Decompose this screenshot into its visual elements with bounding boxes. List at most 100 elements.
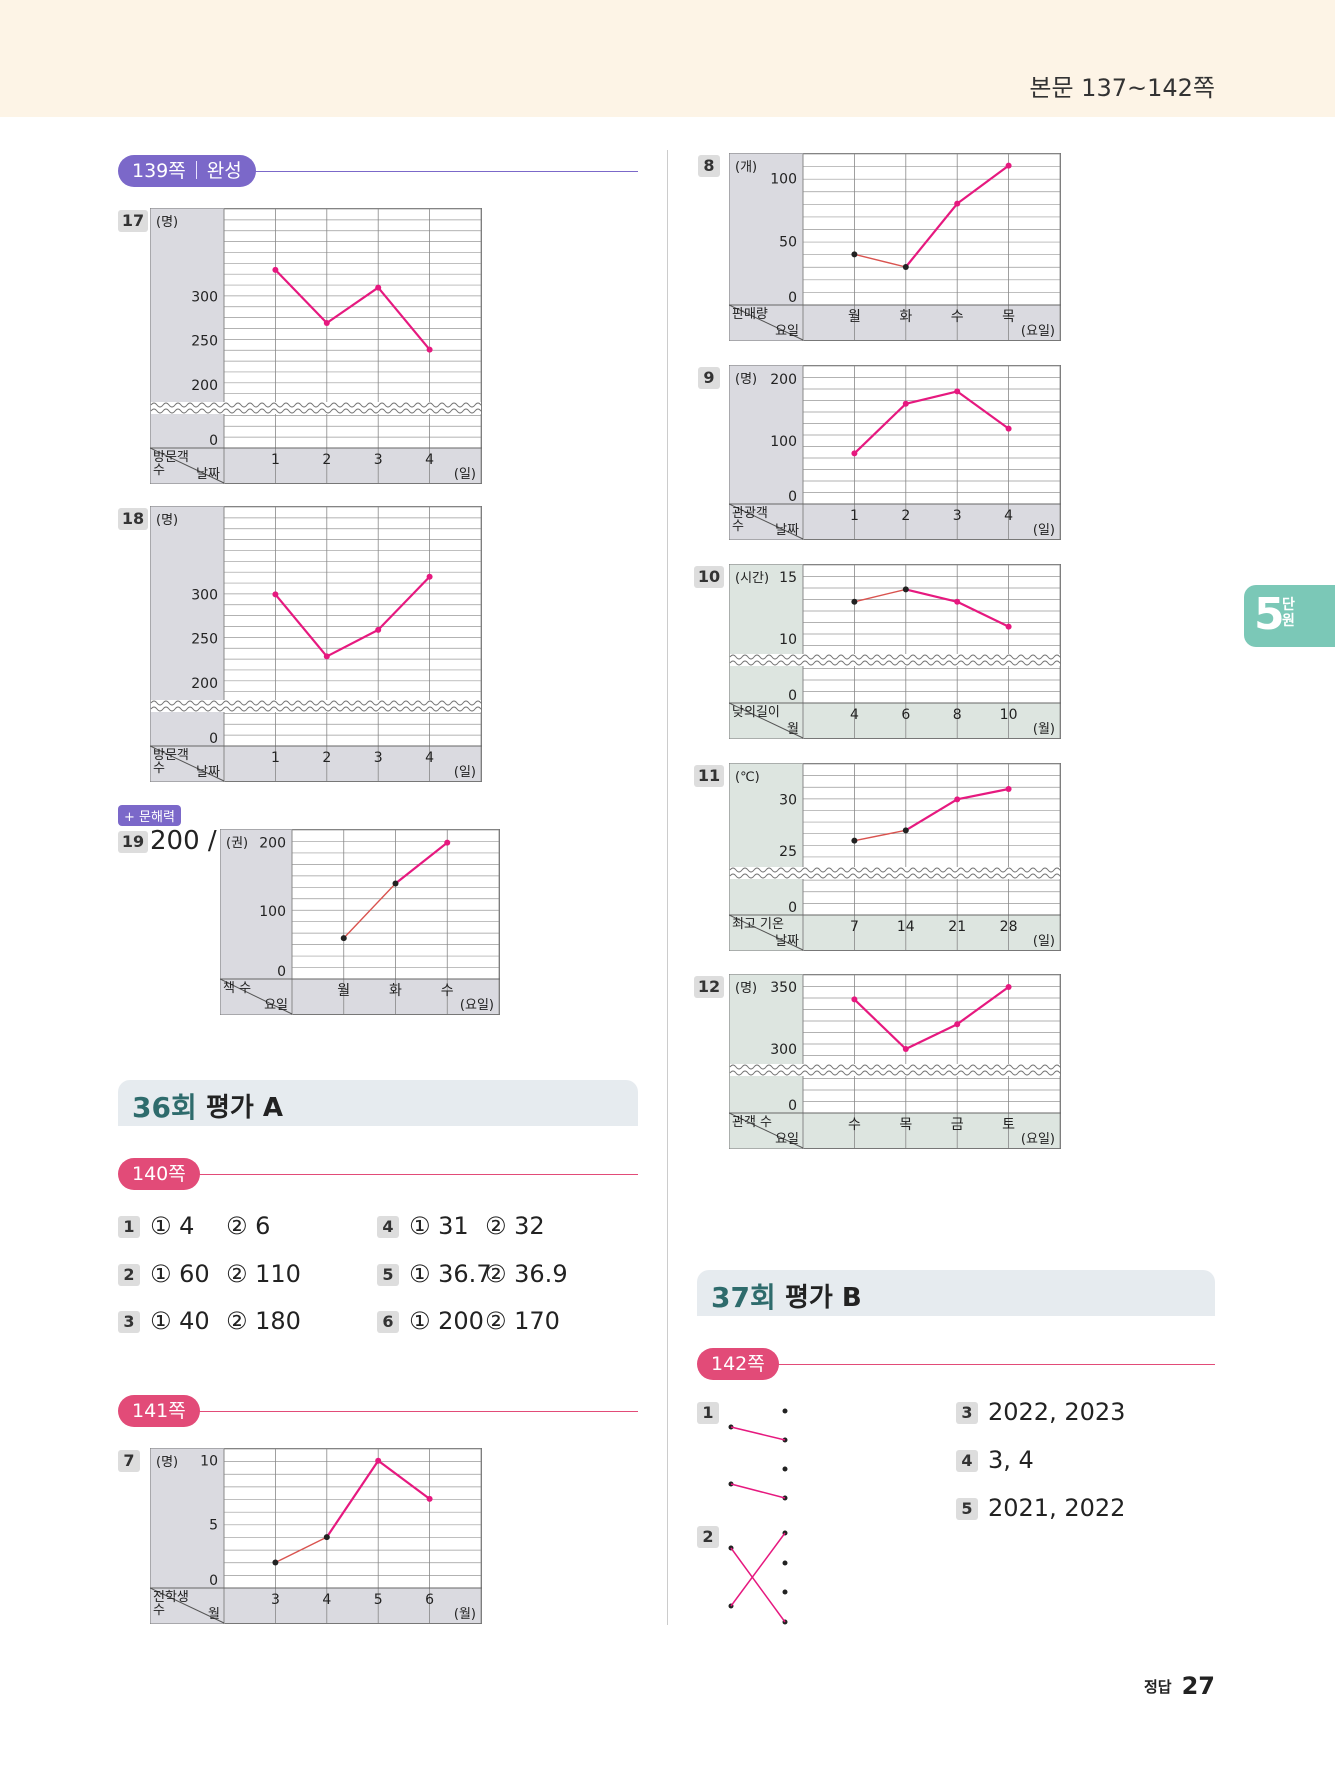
question-number-11: 11 — [694, 765, 724, 787]
question-number-18: 18 — [118, 508, 148, 530]
axis-break-wave — [150, 408, 482, 414]
dot — [782, 1466, 788, 1472]
x-unit-label: (일) — [454, 765, 476, 780]
column-divider — [667, 150, 668, 1625]
axis-break-wave — [150, 706, 482, 712]
question-number-3: 3 — [118, 1311, 140, 1333]
y-tick-label: 250 — [191, 632, 218, 648]
answer-2-part2: ② 110 — [226, 1260, 301, 1288]
series-segment — [905, 1023, 958, 1050]
x-tick-label: 8 — [953, 707, 962, 723]
series-segment — [956, 600, 1010, 628]
y-tick-label: 0 — [788, 290, 797, 306]
round-title: 평가 B — [785, 1283, 862, 1313]
data-point — [426, 1495, 433, 1502]
section-rule — [196, 1411, 638, 1412]
question-number-4: 4 — [956, 1450, 978, 1472]
x-tick-label: 2 — [322, 452, 331, 468]
data-point — [954, 388, 961, 395]
data-point — [851, 996, 858, 1003]
series-segment — [274, 269, 328, 324]
y-axis-panel — [150, 506, 225, 782]
corner-bottom-label: 요일 — [775, 324, 799, 339]
corner-bottom-label: 월 — [787, 722, 799, 737]
corner-diagonal — [729, 914, 804, 951]
x-tick-label: 3 — [374, 452, 383, 468]
x-tick-label: 화 — [899, 309, 912, 325]
page-142-pill: 142쪽 — [697, 1348, 779, 1380]
data-point — [323, 1534, 330, 1541]
q19-answer: 200 / — [150, 826, 217, 856]
x-tick-label: 2 — [322, 750, 331, 766]
corner-bottom-label: 날짜 — [775, 934, 799, 949]
y-unit-label: (개) — [735, 160, 757, 175]
x-tick-label: 1 — [271, 452, 280, 468]
y-tick-label: 0 — [788, 489, 797, 505]
axis-break-wave — [150, 700, 482, 706]
corner-bottom-label: 요일 — [775, 1132, 799, 1147]
chart-8: 100 50 0 (개) 월 화 수 목 (요일) 판매량 요일 — [729, 153, 1061, 341]
question-number-3: 3 — [956, 1402, 978, 1424]
question-number-7: 7 — [118, 1450, 140, 1472]
corner-bottom-label: 날짜 — [775, 523, 799, 538]
answer-6-part2: ② 170 — [485, 1307, 560, 1335]
answer-3: 2022, 2023 — [988, 1398, 1126, 1426]
y-unit-label: (명) — [156, 1455, 178, 1470]
axis-break-wave — [729, 660, 1061, 666]
page-range: 본문 137~142쪽 — [1029, 74, 1215, 102]
y-axis-panel — [729, 763, 804, 951]
y-unit-label: (권) — [226, 836, 248, 851]
matching-lines — [728, 1408, 788, 1625]
x-tick-label: 3 — [374, 750, 383, 766]
round-number: 37회 — [711, 1281, 776, 1314]
series-segment — [905, 390, 958, 405]
corner-top-label: 수 — [153, 1603, 165, 1618]
x-tick-label: 4 — [850, 707, 859, 723]
y-tick-label: 200 — [770, 372, 797, 388]
answer-5-part1: ① 36.7 — [409, 1260, 492, 1288]
page-label: 139쪽 — [132, 160, 186, 182]
y-axis-panel — [150, 208, 225, 484]
corner-top-label: 수 — [732, 519, 744, 534]
dot — [782, 1408, 788, 1414]
answer-3-part2: ② 180 — [226, 1307, 301, 1335]
x-tick-label: 월 — [848, 309, 861, 325]
chart-19: 200 100 0 (권) 월 화 수 (요일) 책 수 요일 — [220, 829, 500, 1015]
corner-top-label: 관광객 — [732, 506, 768, 521]
corner-diagonal — [150, 1587, 225, 1624]
question-number-2: 2 — [697, 1526, 719, 1548]
page-footer: 정답 27 — [1144, 1672, 1215, 1700]
answer-5: 2021, 2022 — [988, 1494, 1126, 1522]
corner-top-label: 수 — [153, 463, 165, 478]
corner-diagonal — [150, 745, 225, 782]
y-tick-label: 0 — [788, 688, 797, 704]
y-tick-label: 300 — [191, 587, 218, 603]
footer-label: 정답 — [1143, 1678, 1172, 1696]
y-tick-label: 250 — [191, 334, 218, 350]
x-tick-label: 1 — [271, 750, 280, 766]
chart-18: 300 250 200 0 (명) 1 2 3 4 (일) 방문객 수 날짜 — [150, 506, 482, 782]
axis-break-wave — [729, 1070, 1061, 1076]
answer-6-part1: ① 200 — [409, 1307, 484, 1335]
axis-break — [730, 1064, 1060, 1076]
x-unit-label: (요일) — [1021, 324, 1055, 339]
question-number-1: 1 — [697, 1402, 719, 1424]
x-tick-label: 7 — [850, 919, 859, 935]
series-segment — [326, 628, 379, 658]
data-point — [426, 346, 433, 353]
round-36-header: 36회 평가 A — [118, 1080, 638, 1126]
corner-bottom-label: 날짜 — [196, 467, 220, 482]
corner-top-label: 관객 수 — [732, 1115, 772, 1130]
corner-diagonal — [729, 702, 804, 739]
axis-break — [151, 700, 481, 712]
y-tick-label: 100 — [259, 904, 286, 920]
data-point — [851, 251, 858, 258]
corner-diagonal — [220, 978, 293, 1015]
literacy-badge: + 문해력 — [118, 805, 181, 826]
data-point — [902, 400, 909, 407]
x-tick-label: 월 — [337, 983, 350, 999]
answer-4-part1: ① 31 — [409, 1212, 469, 1240]
